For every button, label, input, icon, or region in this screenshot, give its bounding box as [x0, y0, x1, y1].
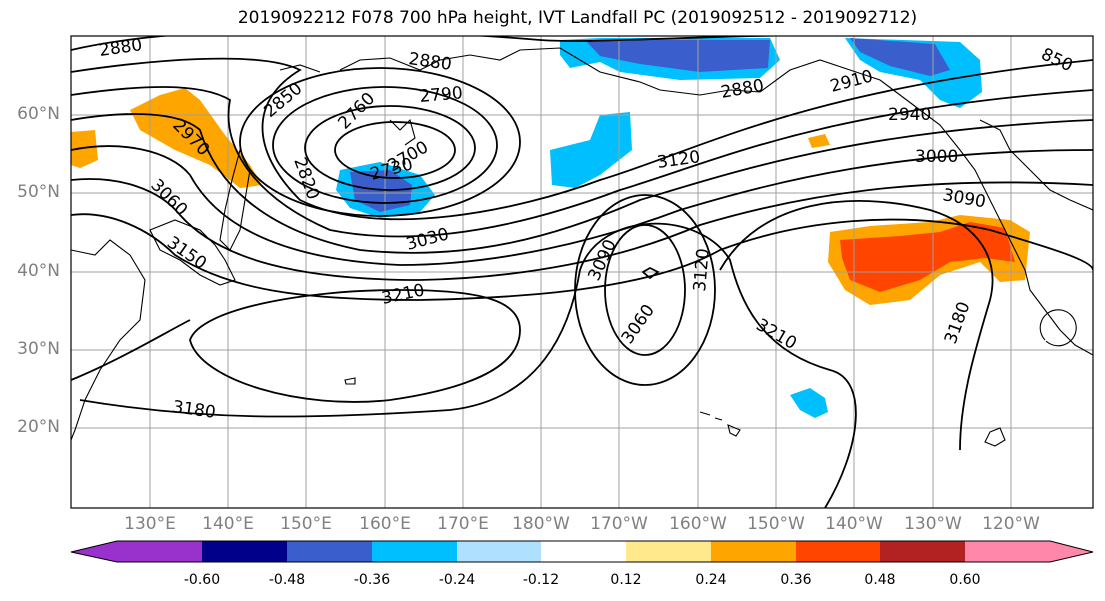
- contour-label: 3060: [618, 301, 659, 348]
- neg-shade-ne-inner: [850, 38, 950, 76]
- contour-label: 3180: [941, 299, 975, 346]
- lon-label: 170°E: [437, 514, 489, 534]
- colorbar-extend-low: [71, 541, 117, 562]
- contour-label: 2910: [828, 66, 875, 97]
- lon-label: 160°E: [359, 514, 411, 534]
- colorbar-bin: [541, 541, 626, 562]
- ivt-shading: [71, 38, 1030, 418]
- neg-shade-north-inner: [585, 40, 770, 72]
- colorbar-tick-label: 0.60: [949, 572, 981, 588]
- contour-label: 2940: [888, 105, 931, 125]
- colorbar-tick-label: 0.12: [610, 572, 642, 588]
- colorbar-tick-label: -0.48: [268, 572, 306, 588]
- lat-label: 40°N: [17, 261, 60, 281]
- lon-label: 160°W: [669, 514, 727, 534]
- lon-label: 130°W: [904, 514, 962, 534]
- lon-label: 150°E: [280, 514, 332, 534]
- colorbar-bin: [880, 541, 965, 562]
- contour-label: 850: [1038, 44, 1076, 76]
- lon-label: 170°W: [590, 514, 648, 534]
- contour-label: 3090: [941, 185, 987, 212]
- height-contours: [71, 36, 1093, 508]
- contour-label: 2880: [719, 76, 765, 103]
- colorbar-outline: [70, 540, 1094, 563]
- lat-label: 60°N: [17, 104, 60, 124]
- pos-shade-west: [130, 88, 262, 188]
- pos-shade-far-west: [71, 130, 98, 168]
- colorbar-tick-label: -0.60: [183, 572, 221, 588]
- map-title: 2019092212 F078 700 hPa height, IVT Land…: [237, 8, 918, 28]
- colorbar: [70, 540, 1094, 563]
- neg-shade-hawaii: [790, 388, 828, 418]
- lat-label: 20°N: [17, 417, 60, 437]
- contour-label: 3030: [404, 224, 451, 255]
- pos-shade-east-inner: [840, 222, 1015, 292]
- colorbar-bin: [287, 541, 372, 562]
- colorbar-tick-label: 0.24: [695, 572, 727, 588]
- lon-label: 120°W: [982, 514, 1040, 534]
- lat-label: 50°N: [17, 182, 60, 202]
- contour-label: 3060: [146, 175, 191, 220]
- colorbar-tick-label: -0.24: [438, 572, 476, 588]
- colorbar-tick-label: 0.36: [780, 572, 812, 588]
- colorbar-bin: [372, 541, 457, 562]
- contour-label: 2790: [419, 83, 464, 107]
- contour-label: 3000: [915, 147, 958, 167]
- colorbar-bin: [626, 541, 711, 562]
- lon-label: 140°W: [825, 514, 883, 534]
- colorbar-tick-label: 0.48: [864, 572, 896, 588]
- contour-label: 2880: [98, 35, 144, 61]
- contour-label: 3150: [163, 233, 210, 274]
- lon-label: 130°E: [124, 514, 176, 534]
- lon-label: 150°W: [747, 514, 805, 534]
- colorbar-bin: [457, 541, 541, 562]
- contour-labels: 2880 2880 2850 2790 2760 2820 2700 2730 …: [98, 35, 1076, 423]
- colorbar-tick-label: -0.12: [522, 572, 560, 588]
- lon-label: 140°E: [202, 514, 254, 534]
- colorbar-bin: [117, 541, 202, 562]
- coastlines: [71, 47, 1093, 447]
- contour-label: 3210: [380, 280, 426, 309]
- contour-label: 3120: [690, 248, 714, 293]
- colorbar-bin: [965, 541, 1050, 562]
- map-frame: [70, 35, 1094, 509]
- contour-label: 3180: [171, 397, 217, 423]
- colorbar-tick-label: -0.36: [353, 572, 391, 588]
- lat-label: 30°N: [17, 339, 60, 359]
- contour-label: 2760: [334, 89, 379, 134]
- neg-shade-mid: [550, 112, 632, 188]
- pos-shade-small: [808, 134, 830, 148]
- grid-lines: [71, 36, 1093, 508]
- lon-label: 180°W: [512, 514, 570, 534]
- colorbar-bin: [711, 541, 796, 562]
- colorbar-bin: [796, 541, 880, 562]
- colorbar-bin: [202, 541, 287, 562]
- contour-label: 3120: [656, 147, 702, 173]
- colorbar-extend-high: [1050, 541, 1093, 562]
